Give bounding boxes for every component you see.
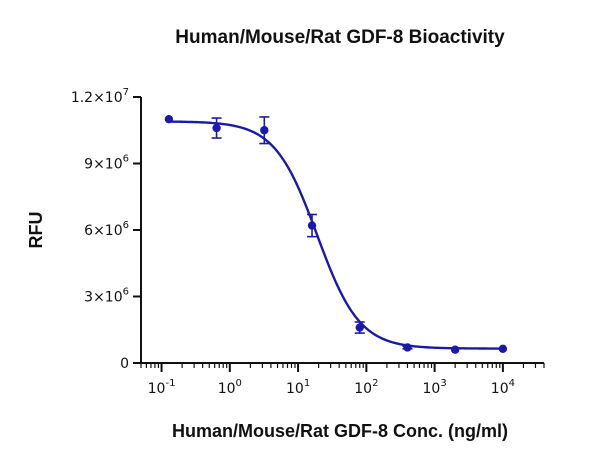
data-point (450, 345, 460, 354)
y-tick-label: 1.2×107 (71, 87, 129, 106)
data-point (164, 114, 174, 124)
fit-curve (168, 120, 503, 350)
data-point (498, 344, 508, 354)
x-tick-label: 104 (491, 378, 515, 397)
data-point (355, 323, 364, 332)
y-tick-label: 0 (120, 356, 129, 372)
y-tick-label: 3×106 (84, 287, 129, 306)
data-point (212, 123, 221, 133)
x-ticks: 10-1 100 101 102 103 104 (148, 363, 515, 397)
x-tick-label: 103 (423, 378, 447, 397)
x-axis-label: Human/Mouse/Rat GDF-8 Conc. (ng/ml) (172, 421, 508, 441)
x-tick-label: 100 (218, 378, 242, 397)
data-point (260, 126, 269, 135)
y-tick-label: 6×106 (84, 220, 129, 239)
x-minor-ticks (140, 363, 545, 368)
axes (140, 97, 544, 364)
data-point (307, 221, 317, 230)
chart-title: Human/Mouse/Rat GDF-8 Bioactivity (175, 27, 505, 48)
x-tick-label: 10-1 (148, 378, 176, 397)
y-axis-label: RFU (26, 212, 46, 249)
x-tick-label: 102 (354, 378, 378, 397)
y-tick-label: 9×106 (84, 154, 129, 173)
data-points (164, 114, 508, 354)
x-tick-label: 101 (286, 378, 310, 397)
data-point (403, 343, 412, 352)
y-ticks: 0 3×106 6×106 9×106 1.2×107 (71, 87, 141, 372)
